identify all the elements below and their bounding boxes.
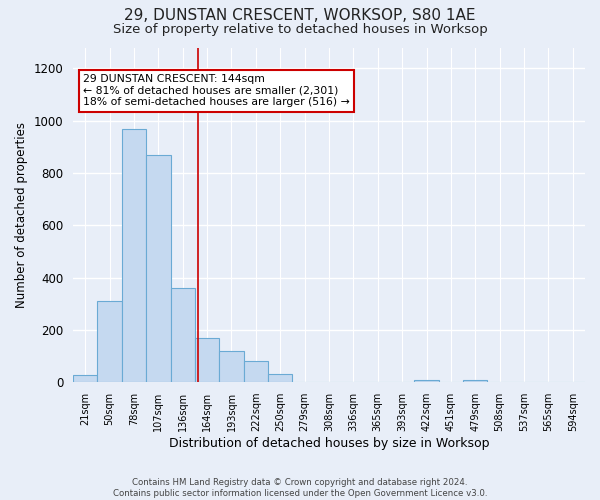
Bar (268, 374, 292, 382)
Bar (220, 351, 244, 382)
Bar (170, 288, 195, 382)
Text: 29, DUNSTAN CRESCENT, WORKSOP, S80 1AE: 29, DUNSTAN CRESCENT, WORKSOP, S80 1AE (124, 8, 476, 22)
X-axis label: Distribution of detached houses by size in Worksop: Distribution of detached houses by size … (169, 437, 489, 450)
Bar (195, 338, 220, 382)
Bar (415, 380, 439, 382)
Bar (244, 362, 268, 382)
Bar (97, 301, 122, 382)
Bar (463, 380, 487, 382)
Y-axis label: Number of detached properties: Number of detached properties (15, 122, 28, 308)
Bar (122, 128, 146, 382)
Bar (73, 375, 97, 382)
Text: Contains HM Land Registry data © Crown copyright and database right 2024.
Contai: Contains HM Land Registry data © Crown c… (113, 478, 487, 498)
Bar (146, 154, 170, 382)
Text: Size of property relative to detached houses in Worksop: Size of property relative to detached ho… (113, 22, 487, 36)
Text: 29 DUNSTAN CRESCENT: 144sqm
← 81% of detached houses are smaller (2,301)
18% of : 29 DUNSTAN CRESCENT: 144sqm ← 81% of det… (83, 74, 350, 108)
